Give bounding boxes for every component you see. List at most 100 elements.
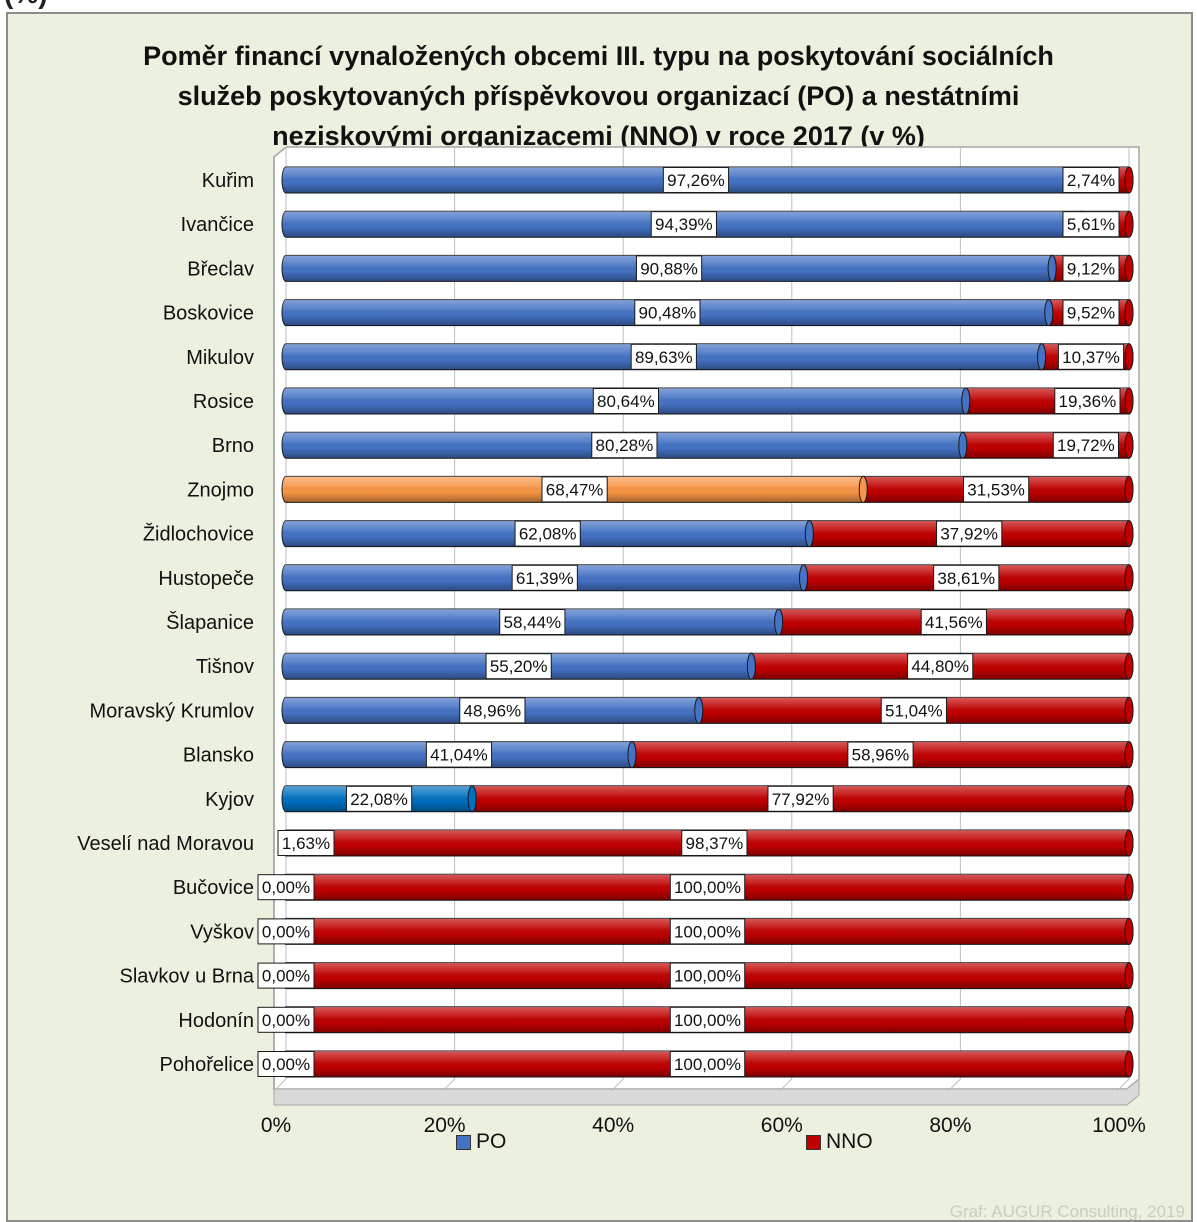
bar-nno-cap (1124, 343, 1134, 371)
data-label-nno-text: 19,72% (1057, 436, 1115, 455)
data-label-nno-box (1052, 432, 1119, 459)
x-tick-label: 60% (761, 1114, 803, 1137)
data-label-nno: 51,04% (880, 697, 947, 724)
data-label-nno: 58,96% (847, 741, 914, 768)
bar-nno-cap (1124, 829, 1134, 857)
bar-po-cap (1044, 299, 1054, 327)
data-label-nno-box (767, 785, 834, 812)
data-label-nno-text: 98,37% (686, 834, 744, 853)
data-label-nno: 19,72% (1052, 432, 1119, 459)
data-label-nno: 31,53% (963, 476, 1030, 503)
data-label-po-box (459, 697, 526, 724)
x-tick-label: 40% (592, 1114, 634, 1137)
data-label-nno-box (920, 609, 987, 635)
cut-off-heading: (%) (4, 0, 48, 10)
legend-label-nno: NNO (826, 1130, 873, 1153)
data-label-po: 55,20% (485, 653, 552, 680)
bar-po-cap (774, 608, 784, 636)
bar-nno-cap (1124, 254, 1134, 282)
data-label-po: 0,00% (257, 962, 315, 989)
watermark: Graf: AUGUR Consulting, 2019 (949, 1202, 1185, 1221)
data-label-nno-box (907, 653, 974, 680)
gridline-floor (442, 1078, 455, 1092)
data-label-nno: 37,92% (936, 520, 1003, 547)
data-label-nno: 100,00% (669, 1006, 746, 1033)
bars (281, 166, 1134, 1078)
category-label: Veselí nad Moravou (77, 833, 254, 855)
bar-nno-cap (1124, 475, 1134, 503)
data-label-nno-box (1054, 388, 1121, 414)
data-label-po-box (257, 962, 315, 989)
bar-po-cap (858, 475, 868, 503)
data-label-nno: 9,52% (1062, 299, 1120, 326)
data-label-po: 22,08% (345, 785, 413, 812)
data-label-po-box (485, 653, 552, 680)
data-label-nno-box (936, 520, 1003, 547)
data-label-po: 0,00% (257, 874, 315, 901)
data-label-nno: 100,00% (669, 1051, 746, 1077)
bar-po-cap (1037, 343, 1047, 371)
chart-title: Poměr financí vynaložených obcemi III. t… (0, 36, 1197, 156)
data-label-nno-box (669, 874, 746, 901)
data-label-nno-text: 19,36% (1059, 392, 1117, 411)
data-label-nno-text: 9,52% (1067, 304, 1115, 323)
data-label-po-text: 94,39% (655, 215, 713, 234)
data-label-po-box (514, 520, 581, 547)
data-label-po-box (591, 432, 658, 459)
data-label-po-text: 0,00% (262, 1011, 310, 1030)
data-label-nno-box (681, 830, 748, 856)
category-label: Břeclav (187, 258, 254, 280)
chart-title-line-3: neziskovými organizacemi (NNO) v roce 20… (272, 121, 925, 151)
legend-label-po: PO (476, 1130, 507, 1153)
data-label-po-text: 55,20% (490, 657, 548, 676)
data-label-po-text: 0,00% (262, 922, 310, 941)
data-label-nno-box (1062, 299, 1120, 326)
category-label: Hodonín (178, 1010, 254, 1032)
legend-swatch-nno (806, 1134, 821, 1150)
category-labels: Kuřim Ivančice Břeclav Boskovice Mikulov Rosi… (77, 170, 255, 1076)
data-label-po: 90,48% (634, 299, 701, 326)
bar-po-cap (694, 696, 704, 724)
data-label-nno-box (880, 697, 947, 724)
bar-nno-cap (1124, 431, 1134, 459)
bar-nno-cap (1124, 696, 1134, 724)
category-label: Židlochovice (143, 523, 254, 546)
data-label-nno-text: 100,00% (674, 922, 741, 941)
data-label-nno-box (1062, 255, 1120, 282)
data-label-nno-text: 100,00% (674, 1011, 741, 1030)
data-label-nno-text: 51,04% (885, 701, 943, 720)
data-label-nno-box (847, 741, 914, 768)
data-label-po: 0,00% (257, 1006, 315, 1033)
data-label-po-text: 1,63% (282, 834, 330, 853)
bar-nno-cap (1124, 608, 1134, 636)
category-label: Pohořelice (159, 1054, 254, 1076)
data-label-po: 48,96% (459, 697, 526, 724)
data-label-nno-box (669, 918, 746, 945)
data-label-nno-text: 58,96% (852, 746, 910, 765)
bar-po-cap (804, 520, 814, 548)
category-label: Vyškov (190, 921, 254, 943)
x-axis: 0% 20% 40% 60% 80% 100% (261, 1114, 1146, 1137)
bar-po-cap (961, 387, 971, 415)
data-label-nno: 41,56% (920, 609, 987, 635)
legend: PO NNO (0, 1130, 1197, 1160)
category-label: Mikulov (186, 347, 254, 369)
plot-floor (273, 1077, 1140, 1106)
bar-nno-cap (1124, 785, 1134, 813)
category-label: Tišnov (196, 656, 254, 678)
bar-po-cap (627, 741, 637, 769)
chart-title-line-2: služeb poskytovaných příspěvkovou organi… (177, 81, 1020, 111)
data-label-po-box (541, 476, 608, 503)
data-label-nno: 38,61% (933, 564, 1000, 591)
data-label-po-text: 89,63% (635, 348, 693, 367)
data-label-po: 94,39% (650, 211, 717, 238)
data-label-nno: 19,36% (1054, 388, 1121, 414)
data-label-po-text: 90,48% (639, 304, 697, 323)
bar-nno-cap (1124, 873, 1134, 901)
bar-po-cap (746, 652, 756, 680)
category-label: Bučovice (173, 877, 254, 899)
bar-nno-cap (1124, 387, 1134, 415)
bar-nno-cap (1124, 520, 1134, 548)
bar-po-cap (799, 564, 809, 592)
